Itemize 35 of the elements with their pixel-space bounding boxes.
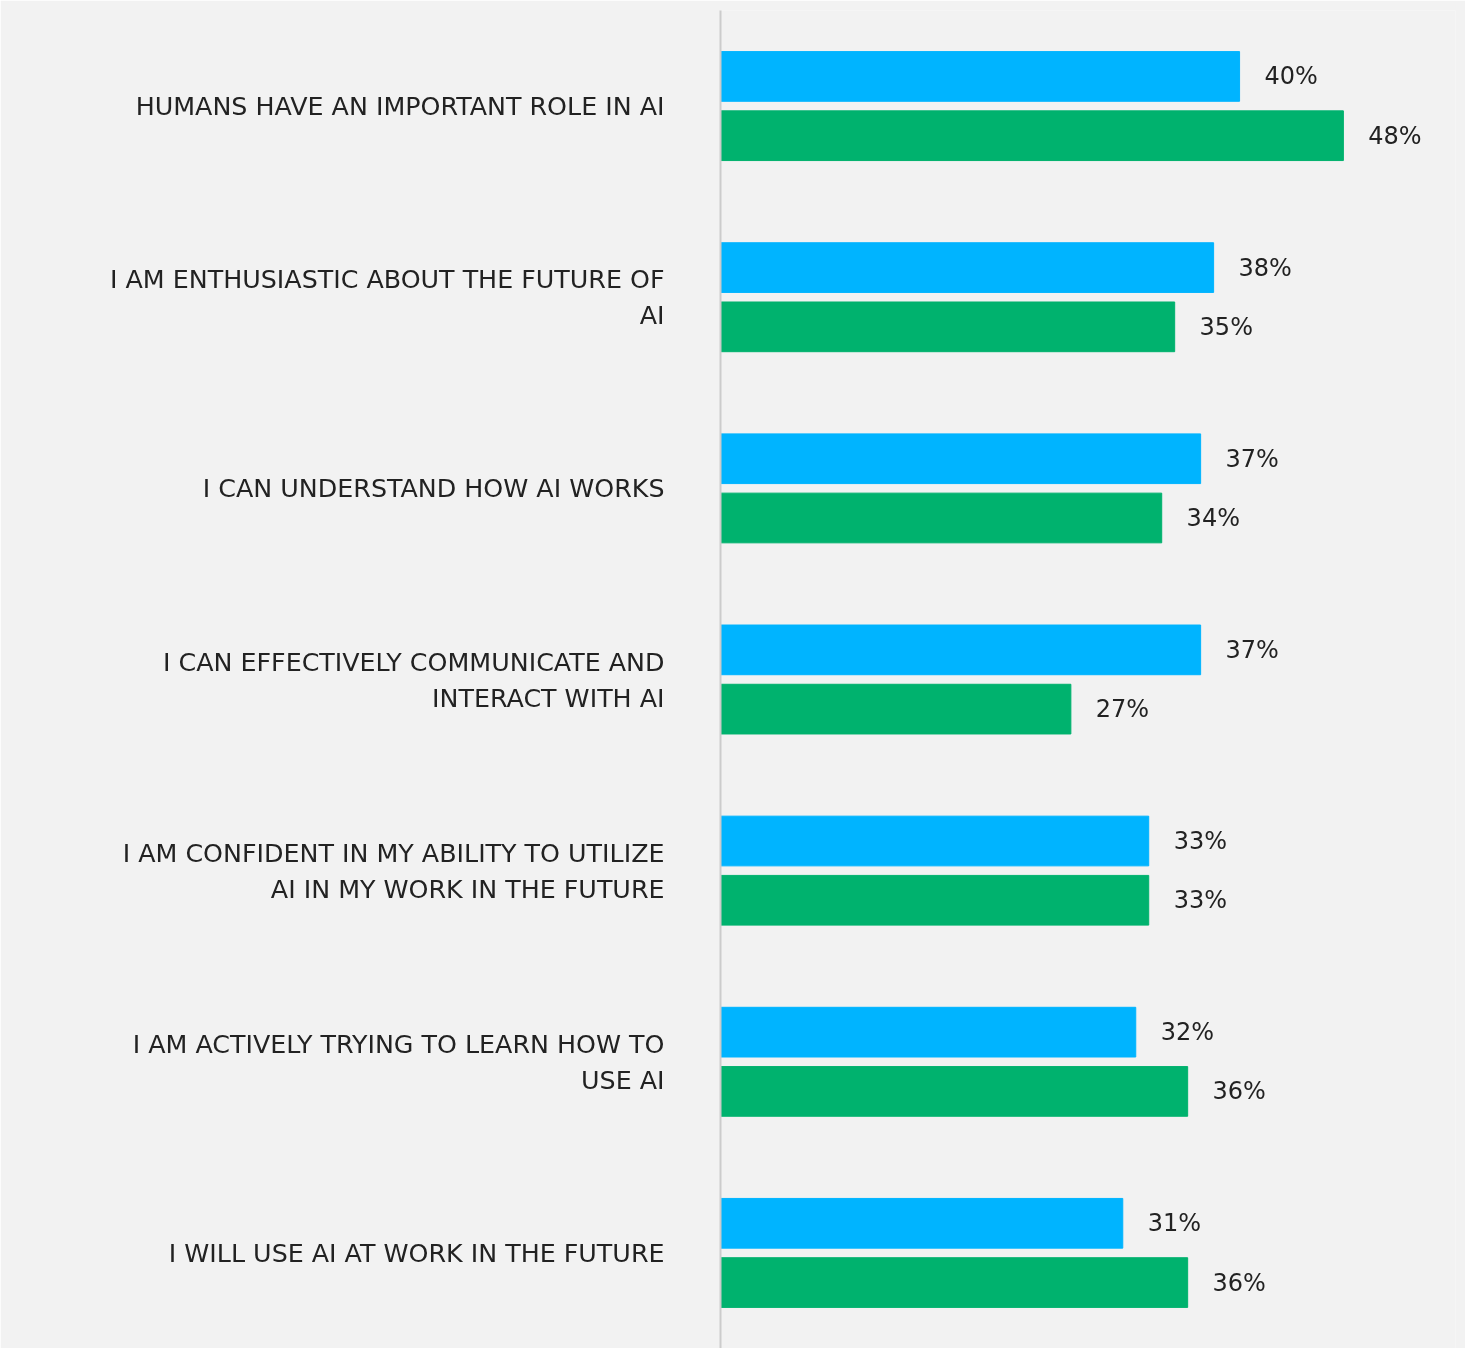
data-label: 32%	[1160, 1018, 1215, 1047]
bar	[720, 683, 1072, 735]
data-label: 38%	[1238, 253, 1292, 282]
data-label: 35%	[1199, 312, 1253, 341]
y-tick-label: I AM CONFIDENT IN MY ABILITY TO UTILIZE AI IN MY WORK IN THE FUTURE	[122, 837, 665, 904]
y-tick-label: I AM ENTHUSIASTIC ABOUT THE FUTURE OF AI	[110, 264, 665, 331]
bar	[720, 624, 1202, 676]
bar	[720, 1257, 1189, 1308]
y-tick-label: I CAN EFFECTIVELY COMMUNICATE AND INTERACT WITH AI	[162, 646, 665, 713]
data-label: 36%	[1212, 1268, 1266, 1297]
bar	[720, 815, 1150, 867]
data-label: 40%	[1264, 62, 1318, 91]
data-label: 33%	[1173, 886, 1227, 915]
bar	[720, 492, 1163, 544]
bar	[720, 874, 1150, 926]
bar	[720, 51, 1241, 102]
bar	[720, 1006, 1137, 1058]
bar	[720, 242, 1215, 293]
data-label: 33%	[1173, 827, 1227, 856]
data-label: 34%	[1186, 503, 1240, 532]
y-tick-label: I WILL USE AI AT WORK IN THE FUTURE	[168, 1237, 665, 1268]
bar	[720, 110, 1344, 162]
y-tick-label: I AM ACTIVELY TRYING TO LEARN HOW TO USE AI	[132, 1028, 665, 1095]
y-tick-label: HUMANS HAVE AN IMPORTANT ROLE IN AI	[135, 91, 665, 122]
bar	[720, 1066, 1189, 1117]
data-label: 27%	[1095, 695, 1150, 724]
bar	[720, 1197, 1124, 1249]
data-label: 48%	[1368, 121, 1422, 150]
bar	[720, 301, 1176, 353]
y-tick-label: I CAN UNDERSTAND HOW AI WORKS	[202, 473, 665, 504]
data-label: 37%	[1225, 635, 1279, 664]
data-label: 36%	[1212, 1077, 1266, 1106]
data-label: 31%	[1147, 1209, 1202, 1238]
data-label: 37%	[1225, 444, 1279, 473]
bar	[720, 433, 1202, 485]
